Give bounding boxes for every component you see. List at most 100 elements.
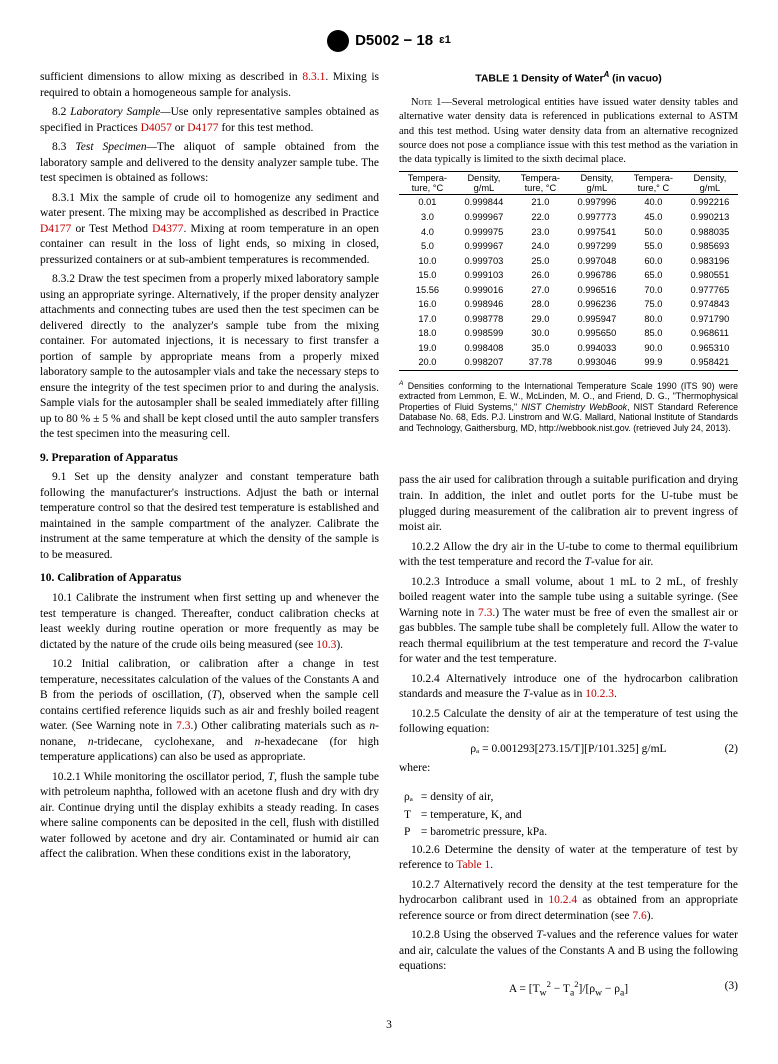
heading-10: 10. Calibration of Apparatus <box>40 571 379 587</box>
table-cell: 0.993046 <box>569 355 625 370</box>
eq2-num: (2) <box>725 742 738 758</box>
table-cell: 21.0 <box>512 195 569 210</box>
table-cell: 0.996516 <box>569 283 625 298</box>
th-temp1: Tempera-ture, °C <box>399 172 456 195</box>
table-row: 4.00.99997523.00.99754150.00.988035 <box>399 225 738 240</box>
p-10-2-6: 10.2.6 Determine the density of water at… <box>399 843 738 874</box>
table-cell: 0.985693 <box>682 239 738 254</box>
table-cell: 15.56 <box>399 283 456 298</box>
table-cell: 23.0 <box>512 225 569 240</box>
p-10-1: 10.1 Calibrate the instrument when first… <box>40 591 379 653</box>
table-cell: 26.0 <box>512 268 569 283</box>
table-cell: 28.0 <box>512 297 569 312</box>
p-10-2-3: 10.2.3 Introduce a small volume, about 1… <box>399 575 738 668</box>
where-T-def: = temperature, K, and <box>418 808 550 824</box>
th-dens2: Density,g/mL <box>569 172 625 195</box>
ref-7-6: 7.6 <box>632 910 646 922</box>
table-cell: 0.988035 <box>682 225 738 240</box>
designation: D5002 − 18 <box>355 31 433 51</box>
p-10-2-7: 10.2.7 Alternatively record the density … <box>399 878 738 925</box>
ref-7-3: 7.3 <box>176 720 190 732</box>
table-cell: 19.0 <box>399 341 456 356</box>
density-table: Tempera-ture, °C Density,g/mL Tempera-tu… <box>399 171 738 371</box>
table-cell: 85.0 <box>625 326 682 341</box>
table-cell: 5.0 <box>399 239 456 254</box>
table-cell: 10.0 <box>399 254 456 269</box>
table-cell: 17.0 <box>399 312 456 327</box>
table-cell: 0.995947 <box>569 312 625 327</box>
table-cell: 0.983196 <box>682 254 738 269</box>
table-row: 15.00.99910326.00.99678665.00.980551 <box>399 268 738 283</box>
equation-2: ρₐ = 0.001293[273.15/T][P/101.325] g/mL … <box>399 742 738 758</box>
table-cell: 3.0 <box>399 210 456 225</box>
table-cell: 45.0 <box>625 210 682 225</box>
table-cell: 0.980551 <box>682 268 738 283</box>
p-10-2-5: 10.2.5 Calculate the density of air at t… <box>399 707 738 738</box>
ref-10-3: 10.3 <box>316 639 336 651</box>
table-row: 10.00.99970325.00.99704860.00.983196 <box>399 254 738 269</box>
table-cell: 90.0 <box>625 341 682 356</box>
table-note1: Note 1—Several metrological entities hav… <box>399 96 738 167</box>
th-dens3: Density,g/mL <box>682 172 738 195</box>
table-cell: 0.997773 <box>569 210 625 225</box>
table-cell: 4.0 <box>399 225 456 240</box>
table-cell: 0.977765 <box>682 283 738 298</box>
th-temp3: Tempera-ture,° C <box>625 172 682 195</box>
table-cell: 0.996236 <box>569 297 625 312</box>
table-row: 16.00.99894628.00.99623675.00.974843 <box>399 297 738 312</box>
th-dens1: Density,g/mL <box>456 172 512 195</box>
table-footnote-a: A Densities conforming to the Internatio… <box>399 380 738 434</box>
table-cell: 0.01 <box>399 195 456 210</box>
ref-10-2-4: 10.2.4 <box>548 894 577 906</box>
ref-10-2-3: 10.2.3 <box>585 688 614 700</box>
table-cell: 0.998207 <box>456 355 512 370</box>
table-cell: 30.0 <box>512 326 569 341</box>
where-P-def: = barometric pressure, kPa. <box>418 825 550 841</box>
table-cell: 24.0 <box>512 239 569 254</box>
page-number: 3 <box>40 1018 738 1034</box>
p-10-2: 10.2 Initial calibration, or calibration… <box>40 657 379 766</box>
table-cell: 0.997299 <box>569 239 625 254</box>
table-cell: 0.999967 <box>456 210 512 225</box>
table-cell: 99.9 <box>625 355 682 370</box>
table-cell: 65.0 <box>625 268 682 283</box>
p-8-2: 8.2 Laboratory Sample—Use only represent… <box>40 105 379 136</box>
p-10-2-4: 10.2.4 Alternatively introduce one of th… <box>399 672 738 703</box>
table-cell: 0.958421 <box>682 355 738 370</box>
body-columns: sufficient dimensions to allow mixing as… <box>40 70 738 1000</box>
table-cell: 27.0 <box>512 283 569 298</box>
p-10-2-8: 10.2.8 Using the observed T-values and t… <box>399 928 738 975</box>
ref-table-1: Table 1 <box>456 859 490 871</box>
table-1-block: TABLE 1 Density of WaterA (in vacuo) Not… <box>399 70 738 433</box>
table-cell: 50.0 <box>625 225 682 240</box>
table-cell: 0.999016 <box>456 283 512 298</box>
ref-d4177: D4177 <box>187 122 218 134</box>
table-cell: 0.990213 <box>682 210 738 225</box>
table-cell: 29.0 <box>512 312 569 327</box>
th-temp2: Tempera-ture, °C <box>512 172 569 195</box>
p-9-1: 9.1 Set up the density analyzer and cons… <box>40 470 379 563</box>
table-row: 3.00.99996722.00.99777345.00.990213 <box>399 210 738 225</box>
epsilon: ɛ1 <box>439 33 451 48</box>
table-cell: 0.997048 <box>569 254 625 269</box>
table-cell: 22.0 <box>512 210 569 225</box>
table-cell: 18.0 <box>399 326 456 341</box>
table-cell: 55.0 <box>625 239 682 254</box>
astm-logo <box>327 30 349 52</box>
table-cell: 75.0 <box>625 297 682 312</box>
table-cell: 0.965310 <box>682 341 738 356</box>
table-cell: 0.994033 <box>569 341 625 356</box>
table-cell: 0.998599 <box>456 326 512 341</box>
table-row: 0.010.99984421.00.99799640.00.992216 <box>399 195 738 210</box>
p-10-2-1-cont: pass the air used for calibration throug… <box>399 473 738 535</box>
table-title: TABLE 1 Density of WaterA (in vacuo) <box>399 70 738 86</box>
where-label: where: <box>399 761 738 777</box>
table-row: 18.00.99859930.00.99565085.00.968611 <box>399 326 738 341</box>
p-10-2-1: 10.2.1 While monitoring the oscillator p… <box>40 770 379 863</box>
table-cell: 60.0 <box>625 254 682 269</box>
p-8-3-2: 8.3.2 Draw the test specimen from a prop… <box>40 272 379 443</box>
table-row: 15.560.99901627.00.99651670.00.977765 <box>399 283 738 298</box>
where-T: T <box>401 808 416 824</box>
table-cell: 70.0 <box>625 283 682 298</box>
table-cell: 0.997541 <box>569 225 625 240</box>
